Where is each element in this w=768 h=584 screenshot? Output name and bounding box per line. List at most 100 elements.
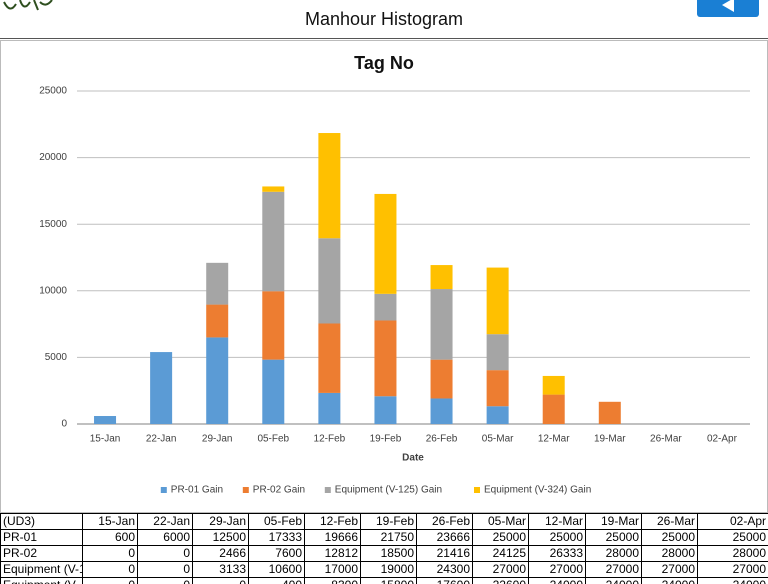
bar-segment xyxy=(318,238,341,324)
table-cell: 0 xyxy=(82,561,138,578)
x-tick-label: 26-Feb xyxy=(426,434,458,445)
table-cell: 02-Apr xyxy=(697,513,768,530)
table-cell: 15-Jan xyxy=(82,513,138,530)
table-cell: 0 xyxy=(137,577,193,584)
y-tick-label: 10000 xyxy=(39,285,67,296)
bar-segment xyxy=(318,323,341,393)
table-cell: 25000 xyxy=(472,529,529,546)
legend-swatch xyxy=(160,487,167,493)
bar-segment xyxy=(374,193,397,294)
table-cell: 05-Feb xyxy=(248,513,305,530)
table-cell: (UD3) xyxy=(0,513,83,530)
bar-segment xyxy=(542,394,565,424)
table-cell: 25000 xyxy=(641,529,698,546)
bar-segment xyxy=(262,359,285,424)
table-cell: 27000 xyxy=(472,561,529,578)
logo xyxy=(3,0,53,11)
table-cell: 24000 xyxy=(585,577,642,584)
bar-segment xyxy=(374,396,397,424)
table-cell: 17333 xyxy=(248,529,305,546)
legend-swatch xyxy=(474,487,480,493)
table-cell: 24000 xyxy=(528,577,586,584)
legend-swatch xyxy=(242,487,249,493)
bar-segment xyxy=(430,289,453,360)
table-cell: 05-Mar xyxy=(472,513,529,530)
bar-segment xyxy=(374,293,397,321)
y-tick-label: 20000 xyxy=(39,152,67,163)
table-cell: 6000 xyxy=(137,529,193,546)
table-row: PR-02 0 0 2466 7600 12812 18500 21416 24125 26333… xyxy=(0,545,768,562)
bar-segment xyxy=(206,337,229,424)
x-tick-label: 12-Mar xyxy=(538,434,570,445)
table-cell: 27000 xyxy=(528,561,586,578)
chart-title: Tag No xyxy=(354,53,414,73)
table-cell: 22600 xyxy=(472,577,529,584)
table-cell: 24000 xyxy=(697,577,768,584)
table-cell: 19666 xyxy=(304,529,361,546)
bar-segment xyxy=(430,398,453,424)
bar-segment xyxy=(430,265,453,290)
table-cell: 0 xyxy=(192,577,249,584)
x-tick-label: 26-Mar xyxy=(650,434,682,445)
table-cell: 17000 xyxy=(304,561,361,578)
bar-segment xyxy=(486,334,509,371)
table-cell: 18500 xyxy=(360,545,417,562)
bar-segment xyxy=(262,191,285,292)
data-table: (UD3) 15-Jan 22-Jan 29-Jan 05-Feb 12-Feb 19-Fe… xyxy=(0,513,768,584)
table-cell: 26333 xyxy=(528,545,586,562)
table-cell: 2466 xyxy=(192,545,249,562)
table-cell: 8300 xyxy=(304,577,361,584)
table-cell: 12-Feb xyxy=(304,513,361,530)
bar-segment xyxy=(486,267,509,335)
table-cell: 0 xyxy=(82,545,138,562)
table-cell: PR-01 xyxy=(0,529,83,546)
table-cell: 24125 xyxy=(472,545,529,562)
table-cell: 29-Jan xyxy=(192,513,249,530)
legend-label: Equipment (V-125) Gain xyxy=(335,485,442,496)
button-icon[interactable] xyxy=(722,0,734,12)
y-tick-label: 15000 xyxy=(39,219,67,230)
table-cell: 27000 xyxy=(585,561,642,578)
table-cell: 26-Mar xyxy=(641,513,698,530)
table-cell: 17600 xyxy=(416,577,473,584)
table-cell: 25000 xyxy=(697,529,768,546)
table-cell: PR-02 xyxy=(0,545,83,562)
x-tick-label: 19-Feb xyxy=(370,434,402,445)
bar-segment xyxy=(262,186,285,192)
bar-segment xyxy=(598,401,621,424)
bar-segment xyxy=(542,375,565,395)
table-cell: 0 xyxy=(137,545,193,562)
table-cell: 21750 xyxy=(360,529,417,546)
table-cell: 24300 xyxy=(416,561,473,578)
table-cell: 22-Jan xyxy=(137,513,193,530)
legend-label: Equipment (V-324) Gain xyxy=(484,485,591,496)
table-cell: 28000 xyxy=(697,545,768,562)
x-tick-label: 05-Mar xyxy=(482,434,514,445)
bar-segment xyxy=(262,291,285,360)
x-axis-title: Date xyxy=(402,453,424,464)
x-tick-label: 22-Jan xyxy=(146,434,177,445)
table-row: Equipment (V-1 0 0 3133 10600 17000 19000 24300… xyxy=(0,561,768,578)
table-cell: 12500 xyxy=(192,529,249,546)
table-cell: 10600 xyxy=(248,561,305,578)
table-cell: 23666 xyxy=(416,529,473,546)
table-cell: 3133 xyxy=(192,561,249,578)
bar-segment xyxy=(150,352,173,424)
table-cell: 26-Feb xyxy=(416,513,473,530)
page-title: Manhour Histogram xyxy=(305,9,463,29)
bar-segment xyxy=(318,133,341,239)
y-tick-label: 25000 xyxy=(39,86,67,97)
legend-label: PR-02 Gain xyxy=(253,485,305,496)
bar-segment xyxy=(206,262,229,305)
table-cell: 28000 xyxy=(585,545,642,562)
table-cell: Equipment (V-1 xyxy=(0,561,83,578)
x-tick-label: 29-Jan xyxy=(202,434,233,445)
table-cell: 25000 xyxy=(528,529,586,546)
table-row: (UD3) 15-Jan 22-Jan 29-Jan 05-Feb 12-Feb 19-Fe… xyxy=(0,513,768,530)
x-tick-label: 19-Mar xyxy=(594,434,626,445)
table-cell: 7600 xyxy=(248,545,305,562)
legend-label: PR-01 Gain xyxy=(171,485,223,496)
y-tick-label: 5000 xyxy=(45,352,68,363)
back-button[interactable] xyxy=(697,0,759,17)
